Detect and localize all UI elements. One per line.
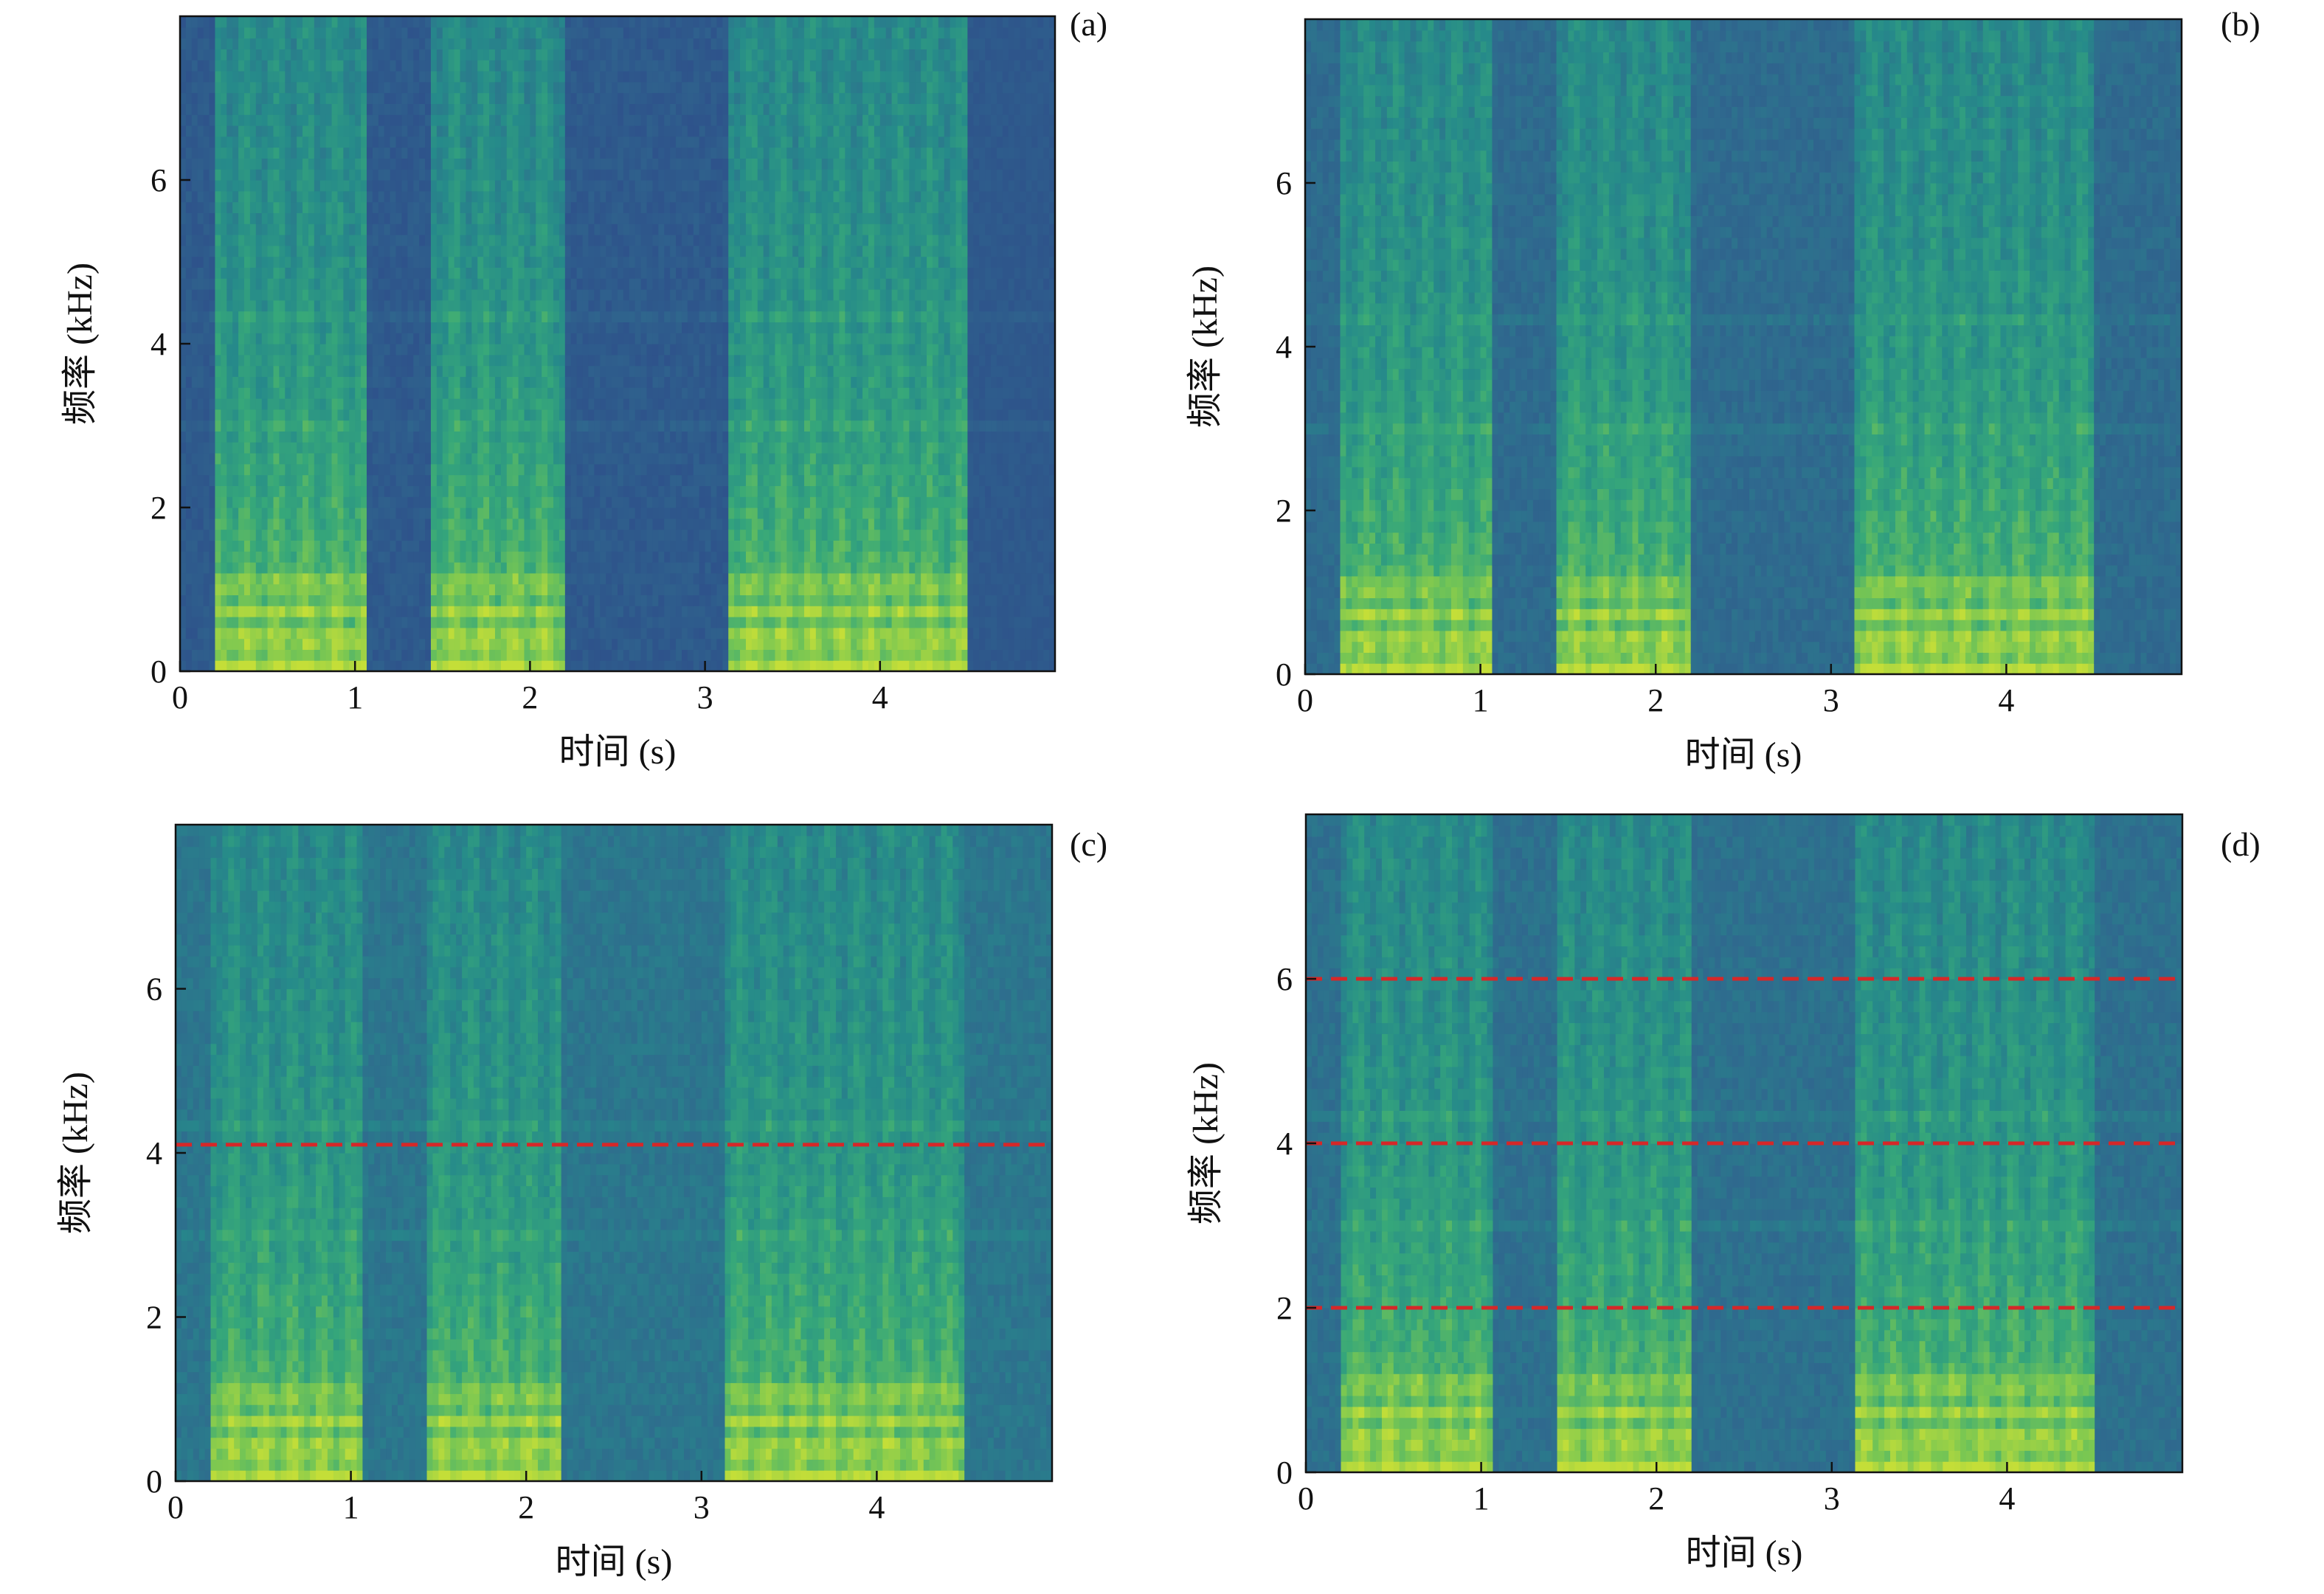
spectrogram-heatmap bbox=[180, 16, 1055, 671]
y-tick-label: 4 bbox=[1276, 1126, 1293, 1162]
panel-label: (b) bbox=[2221, 5, 2261, 43]
x-tick-label: 0 bbox=[1297, 682, 1313, 718]
y-tick-label: 6 bbox=[1276, 961, 1293, 997]
y-tick-label: 2 bbox=[151, 490, 167, 526]
x-axis-label: 时间 (s) bbox=[1685, 735, 1802, 775]
x-tick-label: 2 bbox=[1648, 1480, 1664, 1517]
y-axis-label: 频率 (kHz) bbox=[1186, 266, 1225, 428]
panel-d: 0 1 2 3 4 0 2 4 6 时间 (s) 频率 (kHz) (d) bbox=[1186, 813, 2261, 1573]
y-tick-label: 0 bbox=[1276, 656, 1292, 693]
y-tick-label: 4 bbox=[151, 326, 167, 362]
panel-label: (d) bbox=[2221, 825, 2261, 863]
y-tick-label: 6 bbox=[1276, 165, 1292, 201]
y-tick-label: 2 bbox=[146, 1300, 162, 1336]
y-tick-label: 0 bbox=[151, 654, 167, 690]
x-tick-label: 4 bbox=[1998, 682, 2014, 718]
spectrogram-heatmap bbox=[176, 825, 1052, 1481]
panel-label: (a) bbox=[1070, 5, 1107, 43]
x-tick-label: 4 bbox=[872, 679, 888, 715]
x-tick-label: 1 bbox=[1473, 1480, 1490, 1517]
panel-b: 0 1 2 3 4 0 2 4 6 时间 (s) 频率 (kHz) (b) bbox=[1186, 5, 2261, 775]
y-axis-label: 频率 (kHz) bbox=[1186, 1062, 1225, 1224]
panel-label: (c) bbox=[1070, 825, 1107, 863]
y-axis-label: 频率 (kHz) bbox=[56, 1072, 95, 1234]
spectrogram-heatmap bbox=[1305, 19, 2182, 674]
x-tick-label: 1 bbox=[1473, 682, 1489, 718]
x-tick-label: 2 bbox=[522, 679, 538, 715]
y-tick-label: 6 bbox=[151, 162, 167, 198]
x-tick-label: 1 bbox=[343, 1489, 359, 1525]
x-tick-label: 3 bbox=[1823, 682, 1839, 718]
y-tick-label: 2 bbox=[1276, 1290, 1293, 1326]
x-tick-label: 0 bbox=[172, 679, 188, 715]
x-tick-label: 3 bbox=[1824, 1480, 1840, 1517]
x-axis-label: 时间 (s) bbox=[1686, 1534, 1803, 1573]
y-tick-label: 0 bbox=[1276, 1455, 1293, 1491]
x-tick-label: 0 bbox=[167, 1489, 184, 1525]
x-tick-label: 1 bbox=[347, 679, 363, 715]
y-axis-label: 频率 (kHz) bbox=[60, 263, 100, 425]
x-tick-label: 3 bbox=[694, 1489, 710, 1525]
x-axis-label: 时间 (s) bbox=[559, 732, 677, 772]
x-tick-label: 2 bbox=[1647, 682, 1664, 718]
y-tick-label: 4 bbox=[146, 1135, 162, 1171]
y-tick-label: 0 bbox=[146, 1463, 162, 1500]
x-tick-label: 3 bbox=[697, 679, 713, 715]
x-tick-label: 4 bbox=[868, 1489, 885, 1525]
x-axis-label: 时间 (s) bbox=[556, 1542, 673, 1581]
panel-c: 0 1 2 3 4 0 2 4 6 时间 (s) 频率 (kHz) (c) bbox=[56, 823, 1107, 1581]
y-tick-label: 2 bbox=[1276, 493, 1292, 529]
x-tick-label: 0 bbox=[1298, 1480, 1314, 1517]
x-tick-label: 2 bbox=[518, 1489, 534, 1525]
y-tick-label: 6 bbox=[146, 971, 162, 1008]
y-tick-label: 4 bbox=[1276, 329, 1292, 365]
panel-a: 0 1 2 3 4 0 2 4 6 时间 (s) 频率 (kHz) (a) bbox=[60, 5, 1107, 772]
x-tick-label: 4 bbox=[1999, 1480, 2015, 1517]
